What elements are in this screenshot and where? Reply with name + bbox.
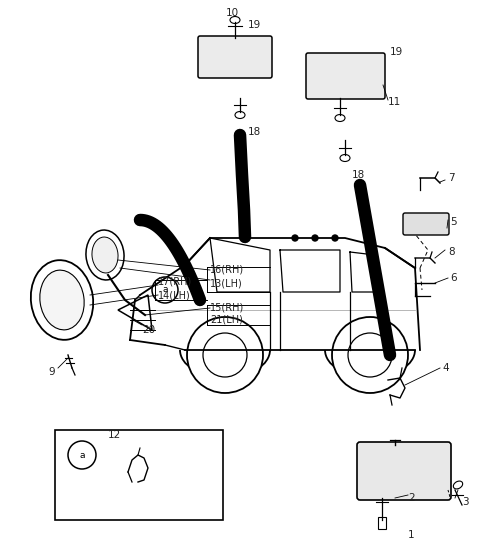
Ellipse shape <box>235 112 245 119</box>
Text: 7: 7 <box>448 173 455 183</box>
Ellipse shape <box>340 154 350 161</box>
Text: 6: 6 <box>450 273 456 283</box>
Circle shape <box>348 333 392 377</box>
Ellipse shape <box>31 260 93 340</box>
Text: 19: 19 <box>390 47 403 57</box>
Text: 8: 8 <box>448 247 455 257</box>
Text: a: a <box>162 286 168 294</box>
Bar <box>378 517 386 529</box>
Text: 3: 3 <box>462 497 468 507</box>
Ellipse shape <box>230 16 240 24</box>
Text: 9: 9 <box>48 367 55 377</box>
Text: 13(LH): 13(LH) <box>210 278 243 288</box>
Polygon shape <box>118 295 152 330</box>
Text: a: a <box>79 451 85 459</box>
Circle shape <box>292 235 298 241</box>
Circle shape <box>187 317 263 393</box>
Text: 12: 12 <box>108 430 121 440</box>
Circle shape <box>332 235 338 241</box>
Circle shape <box>68 441 96 469</box>
Text: 11: 11 <box>388 97 401 107</box>
Text: 1: 1 <box>408 530 415 540</box>
Ellipse shape <box>92 237 118 273</box>
Circle shape <box>312 235 318 241</box>
Ellipse shape <box>40 270 84 330</box>
Text: 4: 4 <box>442 363 449 373</box>
FancyBboxPatch shape <box>403 213 449 235</box>
Ellipse shape <box>86 230 124 280</box>
FancyBboxPatch shape <box>198 36 272 78</box>
Text: 14(LH): 14(LH) <box>158 291 191 301</box>
Bar <box>55 430 223 520</box>
Text: 18: 18 <box>248 127 261 137</box>
FancyBboxPatch shape <box>357 442 451 500</box>
Circle shape <box>152 277 178 303</box>
Text: 2: 2 <box>408 493 415 503</box>
Text: 19: 19 <box>248 20 261 30</box>
Text: 20: 20 <box>142 325 155 335</box>
Circle shape <box>332 317 408 393</box>
Text: 17(RH): 17(RH) <box>158 277 192 287</box>
FancyBboxPatch shape <box>306 53 385 99</box>
Ellipse shape <box>453 481 463 489</box>
Text: 16(RH): 16(RH) <box>210 265 244 275</box>
Ellipse shape <box>335 114 345 121</box>
Text: 15(RH): 15(RH) <box>210 302 244 312</box>
Circle shape <box>203 333 247 377</box>
Text: 21(LH): 21(LH) <box>210 315 243 325</box>
Text: 10: 10 <box>226 8 239 18</box>
Text: 5: 5 <box>450 217 456 227</box>
Text: 18: 18 <box>352 170 365 180</box>
